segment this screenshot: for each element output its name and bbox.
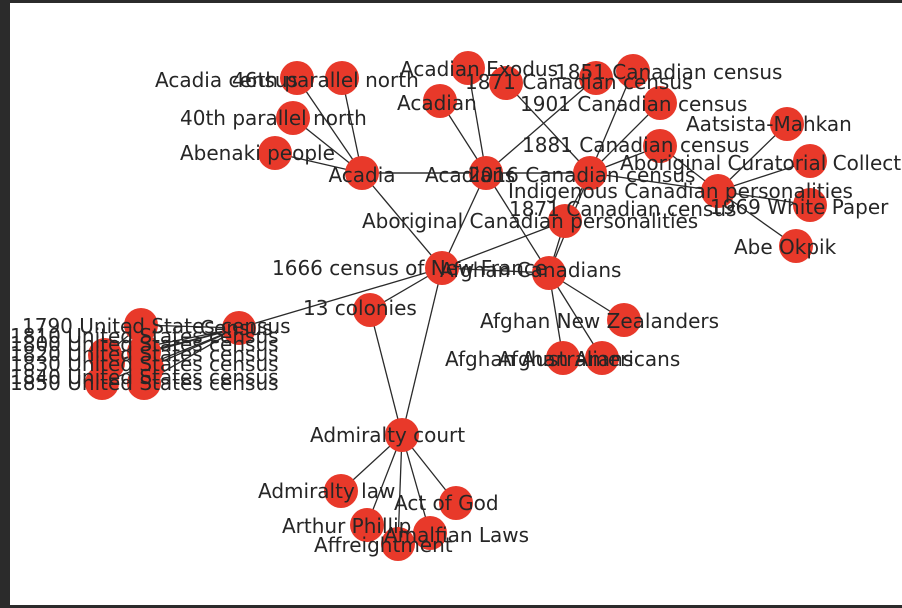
node-label-census: Census — [200, 316, 272, 340]
node-label-c1871: 1871 Canadian census — [465, 70, 692, 94]
node-label-us1800: 1800 United States census — [10, 332, 279, 356]
node-label-curatorial: Aboriginal Curatorial Collective — [620, 151, 902, 175]
node-acadia_census — [280, 61, 314, 95]
node-afghan_au — [546, 341, 580, 375]
node-census — [222, 311, 256, 345]
node-label-colonies: 13 colonies — [303, 296, 417, 320]
node-c1851 — [579, 61, 613, 95]
node-label-acadia: Acadia — [328, 163, 395, 187]
node-label-us1850: 1850 United States census — [10, 371, 279, 395]
node-label-admiralty_court: Admiralty court — [310, 423, 465, 447]
node-label-us1810: 1810 United States census — [10, 324, 279, 348]
node-abor_pers — [548, 204, 582, 238]
edge-census-us1840 — [101, 327, 240, 384]
edge-1666-admiralty_court — [401, 267, 443, 436]
edge-acadia-acadia_census — [296, 77, 363, 174]
node-label-affreightment: Affreightment — [314, 533, 453, 557]
node-label-us1830: 1830 United States census — [10, 352, 279, 376]
node-label-c1851: 1851 Canadian census — [555, 60, 782, 84]
node-label-us1790: 1790 United States census — [22, 314, 291, 338]
node-indig — [701, 174, 735, 208]
edge-admiralty_court-affreightment — [397, 434, 403, 545]
node-us1790 — [124, 308, 158, 342]
edge-c2016-indig — [589, 172, 719, 192]
node-label-abor_pers: Aboriginal Canadian personalities — [362, 209, 698, 233]
node-label-c1881: 1881 Canadian census — [522, 133, 749, 157]
node-white_paper — [793, 188, 827, 222]
edge-c2016-c1901 — [589, 70, 634, 174]
node-label-us1820: 1820 United States census — [10, 342, 279, 366]
node-label-abenaki: Abenaki people — [180, 141, 335, 165]
node-c2016 — [573, 156, 607, 190]
node-acadian_exodus — [451, 51, 485, 85]
node-c1871b — [643, 129, 677, 163]
node-label-amalfian: Amalfian Laws — [384, 523, 529, 547]
node-label-abe: Abe Okpik — [734, 235, 837, 259]
figure-canvas: Acadia Acadia census 46th parallel north 40… — [10, 3, 902, 605]
node-admiralty_court — [385, 418, 419, 452]
node-colonies — [353, 293, 387, 327]
node-label-us1840: 1840 United States census — [10, 365, 279, 389]
node-p46 — [325, 61, 359, 95]
node-us1840 — [85, 366, 119, 400]
node-arthur — [350, 508, 384, 542]
node-label-acadian_exodus: Acadian Exodus — [400, 57, 558, 81]
node-p40 — [276, 101, 310, 135]
edge-acadians-afghan_can — [485, 172, 550, 274]
node-afghan_nz — [607, 303, 641, 337]
node-acadians — [469, 156, 503, 190]
node-c1901 — [616, 54, 650, 88]
node-label-c1871b: 1871 Canadian census — [509, 197, 736, 221]
node-acadian — [423, 84, 457, 118]
edge-acadians-acadian_exodus — [467, 67, 487, 174]
node-affreightment — [381, 527, 415, 561]
edge-afghan_can-1666 — [441, 267, 550, 274]
node-label-white_paper: 1969 White Paper — [710, 195, 889, 219]
node-label-aatsista: Aatsista-Mahkan — [686, 112, 852, 136]
node-c1881 — [643, 86, 677, 120]
node-label-acadians: Acadians — [425, 163, 515, 187]
node-amalfian — [413, 516, 447, 550]
node-label-admiralty_law: Admiralty law — [258, 479, 395, 503]
node-abenaki — [258, 136, 292, 170]
node-label-afghan_nz: Afghan New Zealanders — [480, 309, 719, 333]
node-label-c2016: 2016 Canadian census — [468, 163, 695, 187]
node-label-act_of_god: Act of God — [394, 491, 499, 515]
node-afghan_am — [585, 341, 619, 375]
node-label-afghan_au: Afghan Australians — [445, 347, 633, 371]
node-label-p46: 46th parallel north — [232, 68, 419, 92]
edge-acadia-1666 — [361, 172, 443, 269]
edge-colonies-admiralty_court — [369, 309, 403, 436]
node-afghan_can — [532, 256, 566, 290]
node-label-indig: Indigenous Canadian personalities — [508, 179, 853, 203]
node-us1850 — [127, 366, 161, 400]
node-label-c1901: 1901 Canadian census — [520, 92, 747, 116]
node-c1871 — [489, 66, 523, 100]
node-curatorial — [793, 144, 827, 178]
node-label-afghan_am: Afghan Americans — [498, 347, 680, 371]
node-aatsista — [770, 107, 804, 141]
nodes-layer — [85, 51, 827, 561]
edge-1666-census — [238, 267, 443, 329]
node-acadia — [345, 156, 379, 190]
node-admiralty_law — [324, 474, 358, 508]
edge-acadians-1666 — [441, 172, 487, 269]
node-act_of_god — [439, 486, 473, 520]
node-label-acadia_census: Acadia census — [155, 68, 298, 92]
edge-acadians-c1851 — [485, 77, 597, 174]
node-label-afghan_can: Afghan Canadians — [440, 258, 621, 282]
node-abe — [779, 229, 813, 263]
edge-abor_pers-1666 — [441, 220, 566, 269]
node-label-acadian: Acadian — [397, 91, 477, 115]
node-label-p40: 40th parallel north — [180, 106, 367, 130]
node-label-1666: 1666 census of New France — [272, 256, 547, 280]
node-label-arthur: Arthur Phillip — [282, 514, 411, 538]
node-1666 — [425, 251, 459, 285]
edge-c2016-c1871 — [505, 82, 591, 174]
